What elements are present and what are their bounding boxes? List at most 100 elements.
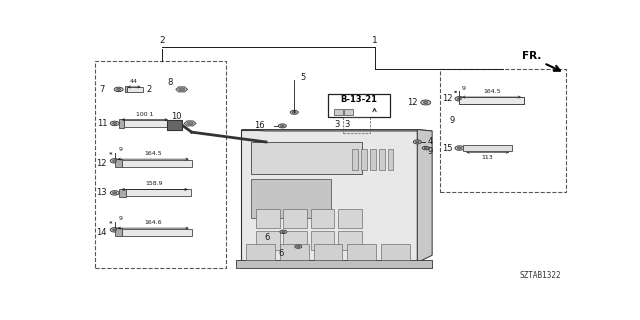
Bar: [361, 149, 367, 170]
Bar: [118, 119, 124, 128]
Bar: [338, 209, 362, 228]
Circle shape: [116, 88, 121, 91]
Bar: [167, 120, 182, 130]
Text: 2: 2: [159, 36, 164, 45]
Text: 13: 13: [97, 188, 107, 197]
Circle shape: [114, 87, 123, 92]
Text: 16: 16: [254, 121, 265, 130]
Circle shape: [424, 147, 428, 149]
Bar: [344, 109, 353, 115]
Polygon shape: [241, 130, 432, 131]
Bar: [328, 94, 390, 117]
Text: 11: 11: [97, 119, 108, 128]
Circle shape: [280, 230, 287, 234]
Bar: [246, 244, 275, 260]
Text: 164.5: 164.5: [145, 151, 162, 156]
Bar: [251, 179, 332, 218]
Bar: [460, 97, 524, 104]
Bar: [126, 189, 191, 196]
Circle shape: [280, 125, 284, 127]
Circle shape: [113, 123, 116, 124]
Bar: [122, 160, 191, 167]
Text: 15: 15: [442, 144, 452, 153]
Bar: [463, 145, 512, 151]
Text: 158.9: 158.9: [146, 181, 163, 186]
Circle shape: [455, 146, 464, 150]
Bar: [256, 209, 280, 228]
Circle shape: [291, 110, 298, 114]
Bar: [256, 231, 280, 250]
Bar: [95, 60, 227, 268]
Circle shape: [113, 229, 116, 231]
Text: SZTAB1322: SZTAB1322: [520, 271, 561, 280]
Text: 113: 113: [482, 156, 493, 160]
Circle shape: [297, 246, 300, 247]
Circle shape: [422, 146, 429, 150]
Bar: [314, 244, 342, 260]
Circle shape: [458, 98, 461, 100]
Bar: [460, 97, 524, 104]
Text: 12: 12: [97, 159, 107, 168]
Polygon shape: [184, 121, 196, 126]
Text: 164.5: 164.5: [483, 89, 500, 94]
Circle shape: [113, 192, 116, 194]
Bar: [115, 159, 122, 167]
Text: 9: 9: [449, 116, 455, 125]
Bar: [125, 86, 127, 92]
Polygon shape: [176, 87, 188, 92]
Bar: [241, 130, 417, 263]
Text: 9: 9: [118, 216, 123, 221]
Bar: [284, 231, 307, 250]
Circle shape: [295, 245, 301, 248]
Circle shape: [292, 111, 296, 113]
Bar: [284, 209, 307, 228]
Text: 9: 9: [462, 86, 466, 91]
Bar: [124, 120, 171, 127]
Bar: [370, 149, 376, 170]
Bar: [343, 116, 370, 132]
Circle shape: [458, 147, 461, 149]
Bar: [381, 244, 410, 260]
Circle shape: [415, 141, 419, 143]
Text: 4: 4: [428, 137, 433, 146]
Text: 3: 3: [334, 120, 340, 129]
Circle shape: [420, 100, 431, 105]
Polygon shape: [417, 130, 432, 263]
Text: 6: 6: [278, 249, 284, 258]
Circle shape: [110, 159, 119, 163]
Text: 10: 10: [171, 112, 181, 121]
Text: 7: 7: [99, 85, 104, 94]
Text: 164.6: 164.6: [145, 220, 162, 225]
Circle shape: [110, 228, 119, 232]
Text: 14: 14: [97, 228, 107, 237]
Bar: [352, 149, 358, 170]
Bar: [348, 244, 376, 260]
Bar: [334, 109, 343, 115]
Circle shape: [187, 122, 193, 125]
Text: 6: 6: [265, 234, 270, 243]
Circle shape: [110, 191, 119, 195]
Text: 12: 12: [442, 94, 452, 103]
Bar: [310, 231, 335, 250]
Circle shape: [282, 231, 285, 233]
Text: 100 1: 100 1: [136, 111, 154, 116]
Bar: [115, 228, 122, 236]
Text: 1: 1: [372, 36, 378, 45]
Text: 3: 3: [344, 120, 349, 129]
Circle shape: [113, 160, 116, 162]
Text: FR.: FR.: [522, 51, 541, 61]
Circle shape: [413, 140, 421, 144]
Text: 5: 5: [301, 73, 306, 82]
Bar: [379, 149, 385, 170]
Bar: [251, 141, 362, 173]
Bar: [127, 87, 143, 92]
Bar: [122, 229, 191, 236]
Text: 9: 9: [118, 147, 123, 152]
Text: 44: 44: [130, 79, 138, 84]
Bar: [388, 149, 394, 170]
Bar: [118, 189, 126, 197]
Text: 9: 9: [428, 147, 433, 156]
Circle shape: [110, 121, 119, 126]
Bar: [236, 260, 432, 268]
Text: 8: 8: [168, 78, 173, 87]
